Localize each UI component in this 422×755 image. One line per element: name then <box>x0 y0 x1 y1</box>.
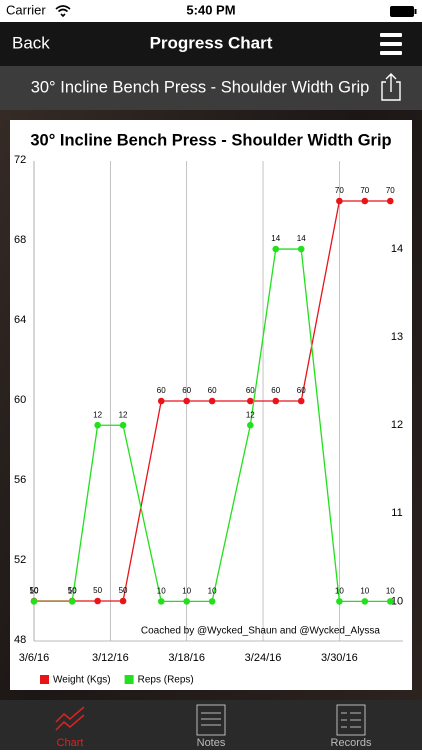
point <box>247 397 254 405</box>
y2-tick-label: 13 <box>391 331 403 343</box>
x-tick-label: 3/30/16 <box>321 652 358 664</box>
exercise-bar <box>0 66 422 110</box>
data-label: 10 <box>30 586 39 595</box>
legend-swatch <box>124 675 134 684</box>
data-label: 60 <box>182 386 191 395</box>
y-tick-label: 64 <box>14 314 26 326</box>
data-label: 12 <box>93 410 102 419</box>
data-label: 50 <box>93 586 102 595</box>
exercise-name: 30° Incline Bench Press - Shoulder Width… <box>31 78 370 96</box>
point <box>119 597 127 605</box>
point <box>361 598 369 605</box>
point <box>297 397 305 405</box>
nav-bar <box>0 22 422 66</box>
x-tick-label: 3/18/16 <box>168 652 205 664</box>
point <box>68 598 76 605</box>
share-button[interactable] <box>381 73 401 101</box>
point <box>183 397 190 405</box>
point <box>157 397 165 405</box>
data-label: 10 <box>68 586 77 595</box>
chart-title: 30° Incline Bench Press - Shoulder Width… <box>30 131 391 149</box>
point <box>30 598 38 605</box>
point <box>361 197 369 205</box>
annotation: Coached by @Wycked_Shaun and @Wycked_Aly… <box>141 626 381 637</box>
y2-tick-label: 14 <box>391 243 403 255</box>
data-label: 50 <box>30 586 39 595</box>
point <box>297 245 305 253</box>
data-label: 14 <box>297 234 306 243</box>
nav-title: Progress Chart <box>150 33 273 52</box>
data-label: 12 <box>246 410 255 419</box>
y-tick-label: 60 <box>14 394 26 406</box>
x-tick-label: 3/6/16 <box>19 652 50 664</box>
point <box>386 197 394 205</box>
data-label: 60 <box>271 386 280 395</box>
point <box>336 197 343 205</box>
data-label: 14 <box>271 234 280 243</box>
point <box>183 598 190 605</box>
legend-swatch <box>40 675 49 684</box>
point <box>208 397 216 405</box>
tab-records[interactable]: Records <box>331 737 372 749</box>
data-label: 70 <box>386 186 395 195</box>
chart-card <box>10 120 412 690</box>
data-label: 50 <box>68 586 77 595</box>
tab-notes[interactable]: Notes <box>197 737 226 749</box>
y-tick-label: 68 <box>14 234 26 246</box>
data-label: 50 <box>119 586 128 595</box>
point <box>119 421 127 429</box>
point <box>272 397 280 405</box>
point <box>247 421 254 429</box>
point <box>208 598 216 605</box>
point <box>386 598 394 605</box>
point <box>94 421 101 429</box>
y-tick-label: 48 <box>14 634 26 646</box>
data-label: 10 <box>182 586 191 595</box>
menu-button[interactable] <box>380 33 402 55</box>
point <box>336 598 343 605</box>
data-label: 70 <box>335 186 344 195</box>
battery <box>390 6 414 17</box>
y-tick-label: 72 <box>14 154 26 166</box>
clock: 5:40 PM <box>186 2 235 17</box>
data-label: 12 <box>119 410 128 419</box>
y2-tick-label: 11 <box>391 507 402 519</box>
point <box>94 597 101 605</box>
carrier: Carrier <box>6 2 46 17</box>
data-label: 70 <box>360 186 369 195</box>
y-tick-label: 56 <box>14 474 26 486</box>
data-label: 60 <box>208 386 217 395</box>
data-label: 10 <box>386 586 395 595</box>
legend-label: Weight (Kgs) <box>53 675 111 686</box>
back-button[interactable]: Back <box>12 33 50 52</box>
y-tick-label: 52 <box>14 554 26 566</box>
data-label: 10 <box>157 586 166 595</box>
data-label: 60 <box>246 386 255 395</box>
x-tick-label: 3/12/16 <box>92 652 129 664</box>
legend-label: Reps (Reps) <box>138 675 194 686</box>
records-tab-icon <box>336 704 366 736</box>
data-label: 10 <box>335 586 344 595</box>
point <box>157 598 165 605</box>
notes-tab-icon <box>196 704 226 736</box>
data-label: 60 <box>157 386 166 395</box>
status-bar <box>0 0 422 22</box>
y2-tick-label: 12 <box>391 419 403 431</box>
battery-tip <box>414 9 417 14</box>
y2-tick-label: 10 <box>391 595 403 607</box>
data-label: 10 <box>208 586 217 595</box>
data-label: 10 <box>360 586 369 595</box>
wifi-icon <box>55 5 71 18</box>
point <box>272 245 280 253</box>
data-label: 60 <box>297 386 306 395</box>
chart-tab-icon <box>55 706 85 731</box>
tab-chart[interactable]: Chart <box>57 737 84 749</box>
x-tick-label: 3/24/16 <box>245 652 282 664</box>
